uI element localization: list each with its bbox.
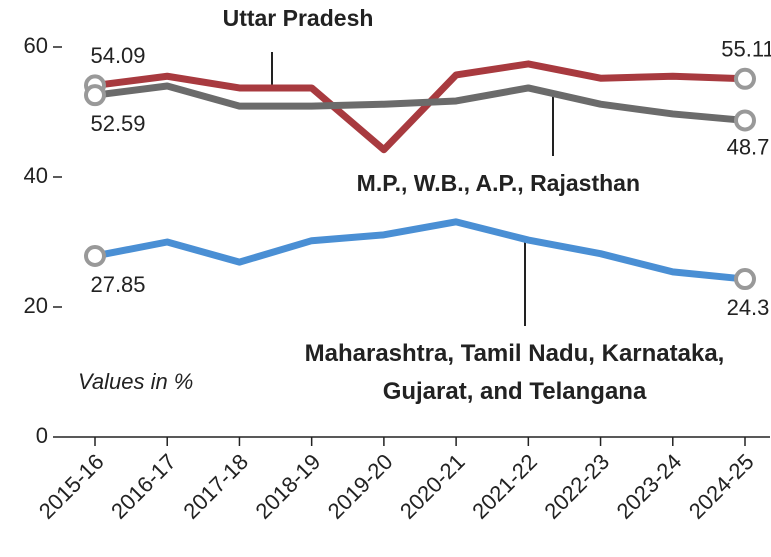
x-tick-label: 2020-21 [395,449,470,524]
y-tick-label: 40 [24,163,48,188]
annotation: Values in % [78,369,193,394]
end-marker [734,67,756,90]
x-tick-label: 2016-17 [106,449,181,524]
x-tick-label: 2022-23 [539,449,614,524]
data-label: 24.3 [727,295,770,320]
y-tick-label: 20 [24,293,48,318]
end-marker [734,109,756,132]
line [94,82,746,124]
x-tick-label: 2018-19 [251,449,326,524]
data-label: 52.59 [90,111,145,136]
x-tick-label: 2023-24 [612,449,687,524]
data-label: 48.7 [727,134,770,159]
data-label: 54.09 [90,43,145,68]
y-tick-label: 0 [36,423,48,448]
x-tick-label: 2019-20 [323,449,398,524]
end-marker [84,244,106,267]
series-label: Maharashtra, Tamil Nadu, Karnataka, Guja… [304,340,725,405]
end-marker [734,268,756,291]
series-label: Uttar Pradesh [223,5,374,31]
x-tick-label: 2017-18 [178,449,253,524]
x-tick-label: 2015-16 [34,449,109,524]
line [94,60,746,154]
line [94,218,746,283]
end-marker [84,84,106,107]
data-label: 55.11 [721,37,771,62]
x-tick-label: 2024-25 [684,449,759,524]
data-label: 27.85 [90,272,145,297]
x-tick-label: 2021-22 [467,449,542,524]
y-tick-label: 60 [24,33,48,58]
series-label: M.P., W.B., A.P., Rajasthan [357,170,640,196]
